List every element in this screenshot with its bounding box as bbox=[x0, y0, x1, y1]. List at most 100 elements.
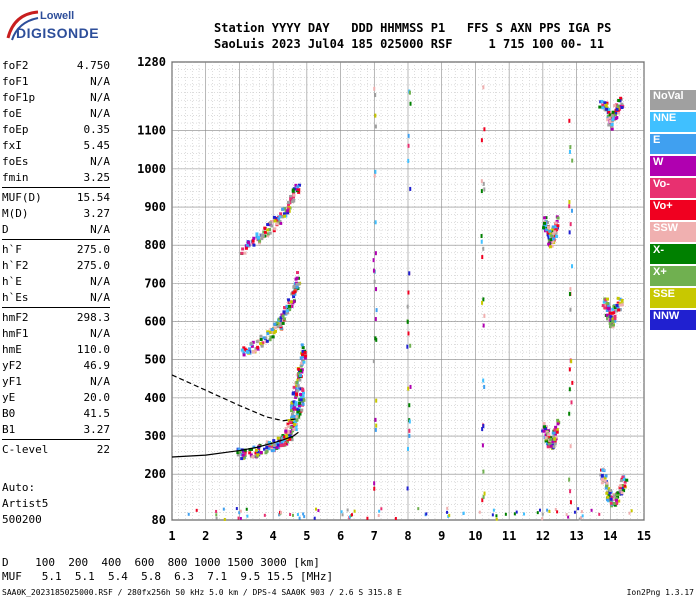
echo-dot bbox=[272, 331, 276, 335]
echo-dot bbox=[552, 435, 556, 439]
echo-dot bbox=[244, 246, 248, 250]
noise-dot bbox=[481, 498, 484, 503]
echo-dot bbox=[266, 234, 270, 238]
param-row: fmin 3.25 bbox=[2, 170, 110, 186]
param-separator bbox=[2, 239, 110, 240]
echo-dot bbox=[604, 474, 608, 478]
echo-dot bbox=[283, 214, 287, 218]
echo-dot bbox=[281, 439, 285, 443]
noise-dot bbox=[417, 507, 420, 511]
param-name: foF1 bbox=[2, 75, 29, 88]
echo-dot bbox=[611, 495, 615, 499]
echo-dot bbox=[255, 340, 259, 344]
noise-dot bbox=[483, 491, 486, 496]
echo-dot bbox=[291, 391, 295, 395]
solid-profile bbox=[171, 431, 299, 458]
polarization-legend: NoVal NNE E W Vo- Vo+ SSW X- X+ SSE NNW bbox=[650, 90, 696, 332]
noise-dot bbox=[483, 127, 486, 132]
echo-dot bbox=[611, 118, 615, 122]
echo-dot bbox=[604, 486, 608, 490]
header-values: SaoLuis 2023 Jul04 185 025000 RSF 1 715 … bbox=[214, 37, 605, 51]
echo-dot bbox=[293, 292, 297, 296]
noise-dot bbox=[481, 427, 484, 432]
noise-dot bbox=[223, 517, 226, 521]
noise-dot bbox=[238, 511, 241, 515]
param-row: hmF2 298.3 bbox=[2, 310, 110, 326]
echo-dot bbox=[251, 239, 255, 243]
echo-dot bbox=[275, 446, 279, 450]
noise-dot bbox=[239, 509, 242, 513]
noise-dot bbox=[374, 169, 377, 174]
echo-dot bbox=[257, 241, 261, 245]
param-value: 275.0 bbox=[76, 243, 110, 256]
echo-dot bbox=[299, 374, 303, 378]
echo-dot bbox=[604, 103, 608, 107]
x-tick-label: 7 bbox=[371, 529, 378, 543]
noise-dot bbox=[366, 516, 369, 520]
echo-dot bbox=[605, 481, 609, 485]
logo-swoosh-icon bbox=[6, 10, 39, 41]
echo-dot bbox=[252, 350, 256, 354]
echo-dot bbox=[291, 301, 295, 305]
echo-dot bbox=[275, 222, 279, 226]
echo-dot bbox=[603, 476, 607, 480]
echo-dot bbox=[281, 434, 285, 438]
echo-dot bbox=[614, 493, 618, 497]
echo-dot bbox=[301, 394, 305, 398]
echo-dot bbox=[543, 221, 547, 225]
param-row: foEs N/A bbox=[2, 154, 110, 170]
param-value: 3.27 bbox=[83, 423, 111, 436]
echo-dot bbox=[543, 425, 547, 429]
echo-dot bbox=[273, 219, 277, 223]
echo-dot bbox=[236, 451, 240, 455]
param-name: B0 bbox=[2, 407, 16, 420]
echo-dot bbox=[268, 221, 272, 225]
echo-dot bbox=[294, 187, 298, 191]
noise-dot bbox=[580, 515, 583, 519]
param-value: 3.27 bbox=[83, 207, 111, 220]
echo-dot bbox=[262, 230, 266, 234]
noise-dot bbox=[408, 433, 411, 438]
echo-dot bbox=[268, 330, 272, 334]
echo-dot bbox=[292, 414, 296, 418]
echo-dot bbox=[293, 290, 297, 294]
echo-dot bbox=[267, 232, 271, 236]
echo-dot bbox=[295, 423, 299, 427]
echo-dot bbox=[606, 316, 610, 320]
echo-dot bbox=[266, 228, 270, 232]
legend-item: NNW bbox=[650, 310, 696, 330]
echo-dot bbox=[547, 435, 551, 439]
noise-dot bbox=[480, 234, 483, 239]
y-tick-label: 500 bbox=[144, 353, 166, 367]
echo-dot bbox=[616, 104, 620, 108]
param-separator bbox=[2, 439, 110, 440]
x-tick-label: 14 bbox=[603, 529, 617, 543]
param-value: N/A bbox=[90, 75, 110, 88]
echo-dot bbox=[290, 436, 294, 440]
echo-dot bbox=[619, 303, 623, 307]
noise-dot bbox=[482, 85, 485, 90]
param-name: foEp bbox=[2, 123, 29, 136]
echo-dot bbox=[600, 474, 604, 478]
echo-dot bbox=[616, 491, 620, 495]
digisonde-logo: Lowell DIGISONDE bbox=[4, 8, 99, 44]
echo-dot bbox=[294, 424, 298, 428]
echo-dot bbox=[247, 241, 251, 245]
echo-dot bbox=[607, 305, 611, 309]
y-tick-label: 600 bbox=[144, 315, 166, 329]
noise-dot bbox=[195, 508, 198, 512]
echo-dot bbox=[621, 486, 625, 490]
param-name: foEs bbox=[2, 155, 29, 168]
echo-dot bbox=[296, 271, 300, 275]
echo-dot bbox=[285, 311, 289, 315]
echo-dot bbox=[297, 183, 301, 187]
echo-dot bbox=[277, 317, 281, 321]
echo-dot bbox=[549, 437, 553, 441]
legend-item: Vo+ bbox=[650, 200, 696, 220]
echo-dot bbox=[291, 410, 295, 414]
noise-dot bbox=[289, 512, 292, 516]
echo-dot bbox=[269, 335, 273, 339]
echo-dot bbox=[270, 328, 274, 332]
echo-dot bbox=[611, 325, 615, 329]
